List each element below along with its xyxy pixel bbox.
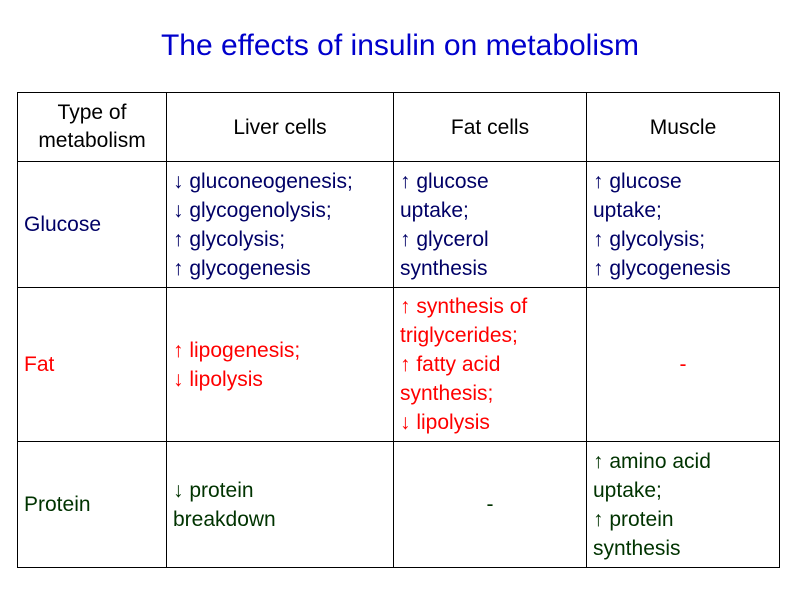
insulin-effects-table: Type of metabolism Liver cells Fat cells… [17, 92, 780, 568]
cell-line: uptake; [593, 478, 662, 502]
cell-line: ↓ glycogenolysis; [173, 198, 332, 222]
cell-line: breakdown [173, 507, 276, 531]
cell-line: synthesis; [400, 382, 494, 405]
cell-fat-liver: ↑ lipogenesis; ↓ lipolysis [166, 287, 394, 442]
header-type-line-1: Type of [57, 101, 127, 124]
header-muscle: Muscle [586, 92, 780, 162]
header-type-line-2: metabolism [38, 129, 146, 152]
cell-line: synthesis [400, 256, 488, 280]
header-fat-cells: Fat cells [393, 92, 587, 162]
cell-fat-muscle: - [586, 287, 780, 442]
cell-line: ↑ lipogenesis; [173, 338, 301, 362]
table-row-fat: Fat ↑ lipogenesis; ↓ lipolysis ↑ synthes… [17, 287, 780, 442]
cell-line: uptake; [400, 198, 469, 222]
cell-line: ↑ glycogenesis [173, 256, 311, 280]
cell-line: ↑ synthesis of [400, 295, 528, 318]
cell-line: synthesis [593, 536, 681, 560]
cell-line: ↓ protein [173, 478, 254, 502]
cell-fat-fat: ↑ synthesis of triglycerides; ↑ fatty ac… [393, 287, 587, 442]
row-label-glucose: Glucose [17, 161, 167, 288]
cell-line: ↑ glycolysis; [173, 227, 286, 251]
cell-protein-fat: - [393, 441, 587, 568]
cell-line: ↑ glycolysis; [593, 227, 706, 251]
cell-protein-muscle: ↑ amino acid uptake; ↑ protein synthesis [586, 441, 780, 568]
cell-line: ↑ glycogenesis [593, 256, 731, 280]
page-title: The effects of insulin on metabolism [160, 29, 640, 62]
cell-glucose-fat: ↑ glucose uptake; ↑ glycerol synthesis [393, 161, 587, 288]
table-row-glucose: Glucose ↓ gluconeogenesis; ↓ glycogenoly… [17, 161, 780, 288]
row-label-fat: Fat [17, 287, 167, 442]
cell-line: ↑ amino acid [593, 449, 711, 473]
cell-line: ↑ glucose [400, 169, 489, 193]
cell-line: ↓ lipolysis [400, 411, 490, 434]
cell-line: uptake; [593, 198, 662, 222]
table-header-row: Type of metabolism Liver cells Fat cells… [17, 92, 780, 162]
cell-line: ↑ glycerol [400, 227, 489, 251]
cell-line: ↓ lipolysis [173, 367, 263, 391]
row-label-protein: Protein [17, 441, 167, 568]
cell-protein-liver: ↓ protein breakdown [166, 441, 394, 568]
header-liver-cells: Liver cells [166, 92, 394, 162]
cell-glucose-muscle: ↑ glucose uptake; ↑ glycolysis; ↑ glycog… [586, 161, 780, 288]
cell-line: ↑ protein [593, 507, 674, 531]
cell-glucose-liver: ↓ gluconeogenesis; ↓ glycogenolysis; ↑ g… [166, 161, 394, 288]
cell-line: ↑ glucose [593, 169, 682, 193]
cell-line: ↓ gluconeogenesis; [173, 169, 353, 193]
cell-line: ↑ fatty acid [400, 353, 501, 376]
header-type-of-metabolism: Type of metabolism [17, 92, 167, 162]
cell-line: triglycerides; [400, 324, 518, 347]
table-row-protein: Protein ↓ protein breakdown - ↑ amino ac… [17, 441, 780, 568]
